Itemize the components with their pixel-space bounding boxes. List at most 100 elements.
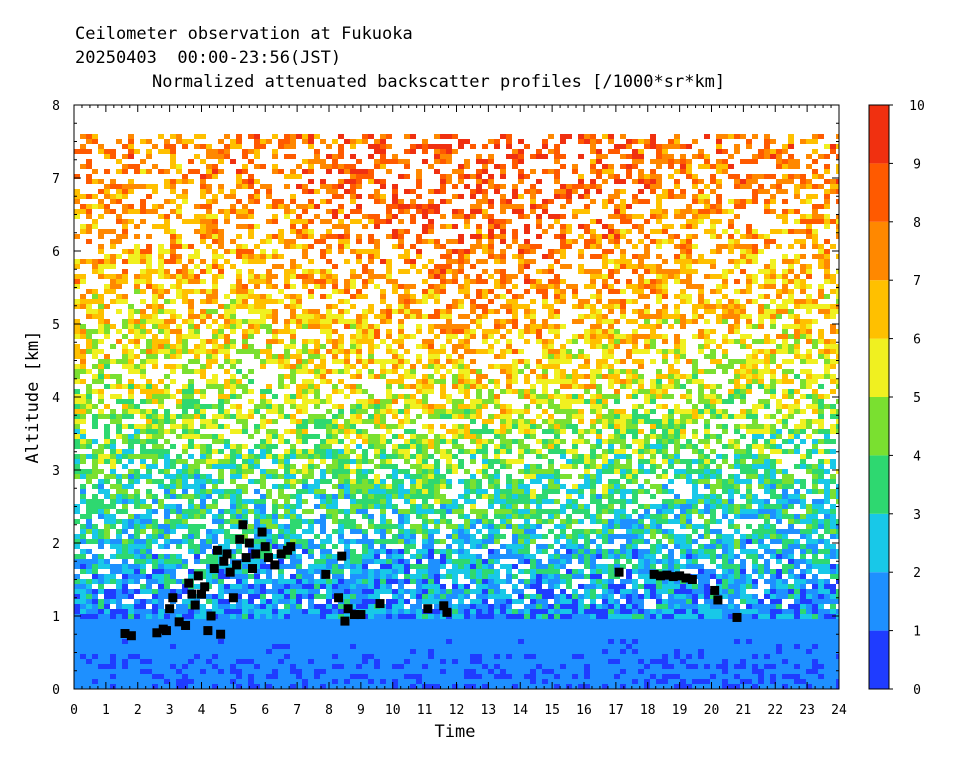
heatmap-cell	[332, 264, 338, 269]
heatmap-cell	[392, 199, 398, 204]
heatmap-cell	[152, 294, 158, 299]
heatmap-cell	[398, 599, 404, 604]
heatmap-cell	[74, 259, 80, 264]
heatmap-cell	[440, 474, 446, 479]
heatmap-cell	[320, 614, 326, 619]
heatmap-cell	[116, 629, 122, 634]
heatmap-cell	[92, 624, 98, 629]
heatmap-cell	[176, 644, 182, 649]
heatmap-cell	[284, 154, 290, 159]
heatmap-cell	[140, 184, 146, 189]
heatmap-cell	[74, 469, 80, 474]
heatmap-cell	[320, 544, 326, 549]
heatmap-cell	[158, 649, 164, 654]
heatmap-cell	[206, 299, 212, 304]
heatmap-cell	[164, 414, 170, 419]
heatmap-cell	[104, 189, 110, 194]
heatmap-cell	[428, 484, 434, 489]
heatmap-cell	[368, 674, 374, 679]
heatmap-cell	[194, 329, 200, 334]
heatmap-cell	[308, 134, 314, 139]
heatmap-cell	[380, 589, 386, 594]
heatmap-cell	[422, 404, 428, 409]
heatmap-cell	[452, 589, 458, 594]
heatmap-cell	[170, 159, 176, 164]
heatmap-cell	[290, 454, 296, 459]
heatmap-cell	[140, 169, 146, 174]
heatmap-cell	[86, 289, 92, 294]
heatmap-cell	[338, 639, 344, 644]
heatmap-cell	[206, 504, 212, 509]
heatmap-cell	[242, 654, 248, 659]
heatmap-cell	[98, 584, 104, 589]
heatmap-cell	[470, 574, 476, 579]
heatmap-cell	[320, 504, 326, 509]
heatmap-cell	[350, 364, 356, 369]
heatmap-cell	[170, 554, 176, 559]
heatmap-cell	[356, 259, 362, 264]
heatmap-cell	[176, 254, 182, 259]
heatmap-cell	[302, 169, 308, 174]
heatmap-cell	[284, 624, 290, 629]
heatmap-cell	[152, 304, 158, 309]
heatmap-cell	[464, 569, 470, 574]
heatmap-cell	[458, 544, 464, 549]
heatmap-cell	[254, 604, 260, 609]
heatmap-cell	[284, 584, 290, 589]
heatmap-cell	[140, 614, 146, 619]
heatmap-cell	[374, 679, 380, 684]
heatmap-cell	[224, 454, 230, 459]
heatmap-cell	[428, 659, 434, 664]
heatmap-cell	[356, 654, 362, 659]
heatmap-cell	[398, 589, 404, 594]
heatmap-cell	[344, 299, 350, 304]
heatmap-cell	[284, 499, 290, 504]
heatmap-cell	[116, 214, 122, 219]
heatmap-cell	[380, 294, 386, 299]
heatmap-cell	[164, 509, 170, 514]
heatmap-cell	[236, 144, 242, 149]
heatmap-cell	[230, 339, 236, 344]
heatmap-cell	[338, 309, 344, 314]
heatmap-cell	[266, 639, 272, 644]
heatmap-cell	[326, 594, 332, 599]
heatmap-cell	[236, 324, 242, 329]
heatmap-cell	[128, 579, 134, 584]
heatmap-cell	[152, 569, 158, 574]
heatmap-cell	[230, 524, 236, 529]
heatmap-cell	[116, 499, 122, 504]
heatmap-cell	[116, 254, 122, 259]
heatmap-cell	[278, 644, 284, 649]
heatmap-cell	[188, 434, 194, 439]
heatmap-cell	[224, 639, 230, 644]
heatmap-cell	[302, 624, 308, 629]
heatmap-cell	[428, 189, 434, 194]
heatmap-cell	[398, 549, 404, 554]
heatmap-cell	[380, 439, 386, 444]
heatmap-cell	[446, 519, 452, 524]
heatmap-cell	[152, 354, 158, 359]
heatmap-cell	[224, 679, 230, 684]
heatmap-cell	[374, 554, 380, 559]
heatmap-cell	[92, 439, 98, 444]
heatmap-cell	[428, 599, 434, 604]
heatmap-cell	[386, 304, 392, 309]
heatmap-cell	[230, 404, 236, 409]
heatmap-cell	[254, 279, 260, 284]
heatmap-cell	[92, 464, 98, 469]
heatmap-cell	[362, 529, 368, 534]
heatmap-cell	[236, 299, 242, 304]
heatmap-cell	[344, 319, 350, 324]
heatmap-cell	[164, 649, 170, 654]
heatmap-cell	[206, 579, 212, 584]
heatmap-cell	[116, 309, 122, 314]
heatmap-cell	[218, 599, 224, 604]
heatmap-cell	[188, 424, 194, 429]
heatmap-cell	[314, 674, 320, 679]
heatmap-cell	[410, 294, 416, 299]
heatmap-cell	[464, 499, 470, 504]
heatmap-cell	[350, 524, 356, 529]
heatmap-cell	[98, 479, 104, 484]
heatmap-cell	[224, 349, 230, 354]
heatmap-cell	[134, 169, 140, 174]
